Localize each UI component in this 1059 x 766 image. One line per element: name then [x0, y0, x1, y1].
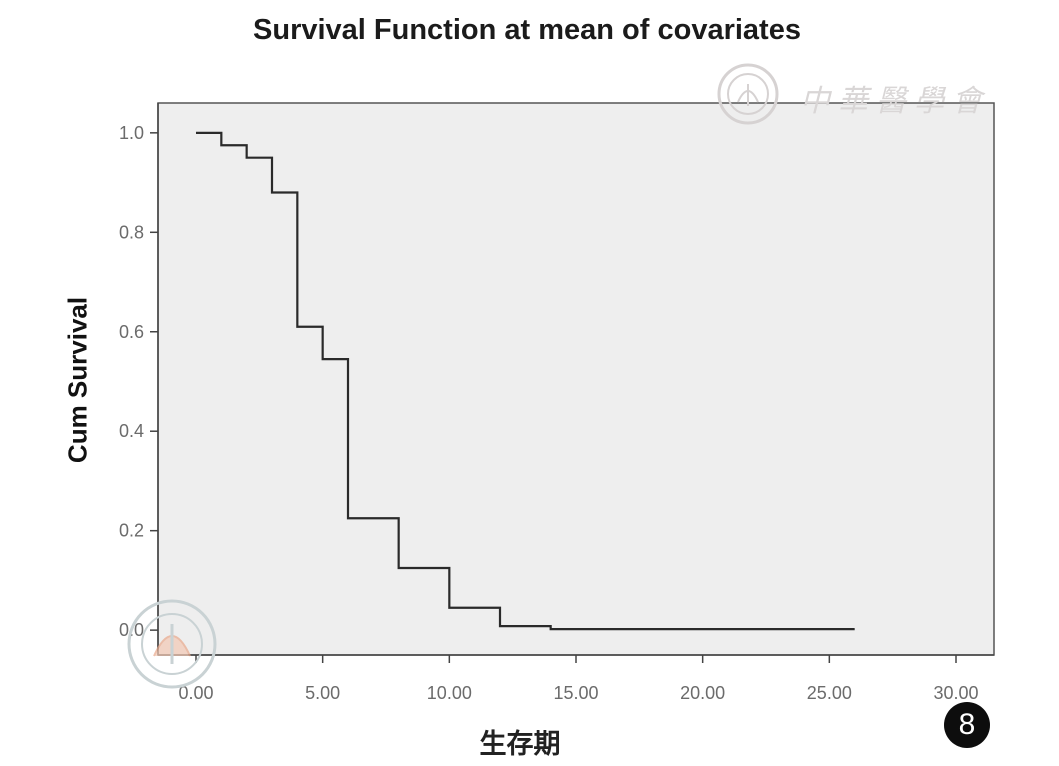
plot-area — [157, 102, 995, 656]
figure-number-badge: 8 — [944, 702, 990, 748]
seal-icon — [717, 63, 779, 125]
x-tick-label: 25.00 — [807, 683, 852, 703]
x-tick-label: 30.00 — [933, 683, 978, 703]
series-group — [195, 131, 855, 631]
y-tick-label: 0.2 — [119, 521, 144, 541]
x-tick-label: 15.00 — [553, 683, 598, 703]
x-tick-label: 0.00 — [178, 683, 213, 703]
y-axis-label: Cum Survival — [62, 296, 93, 464]
y-tick-label: 0.4 — [119, 421, 144, 441]
y-tick-label: 1.0 — [119, 123, 144, 143]
x-tick-label: 20.00 — [680, 683, 725, 703]
x-tick-label: 5.00 — [305, 683, 340, 703]
survival-step-line — [196, 131, 855, 631]
y-tick-label: 0.8 — [119, 222, 144, 242]
x-axis-label: 生存期 — [479, 729, 561, 760]
y-tick-label: 0.6 — [119, 322, 144, 342]
watermark-text: 中華醫學會 — [800, 84, 990, 119]
association-seal-icon — [127, 599, 217, 689]
x-tick-label: 10.00 — [427, 683, 472, 703]
chart-title: Survival Function at mean of covariates — [253, 14, 801, 46]
